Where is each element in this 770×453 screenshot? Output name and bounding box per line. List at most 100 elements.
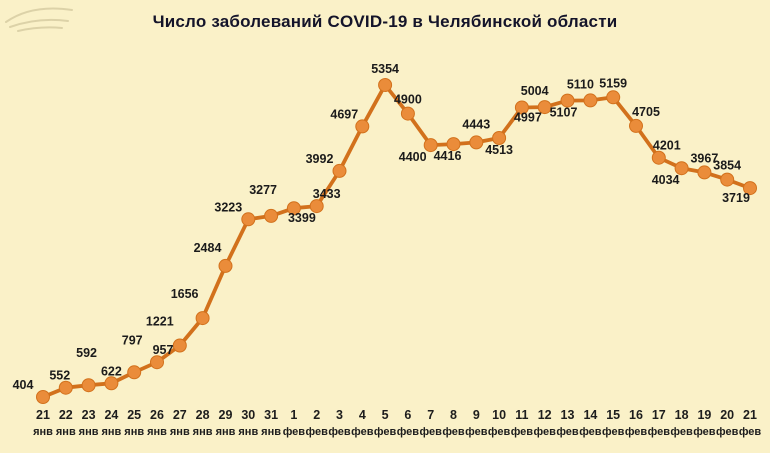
watermark-logo xyxy=(5,7,73,32)
x-axis-month-label: янв xyxy=(170,426,190,438)
x-axis-day-label: 23 xyxy=(82,408,96,422)
x-axis-day-label: 17 xyxy=(652,408,666,422)
x-axis-month-label: фев xyxy=(625,426,648,438)
data-point xyxy=(560,93,575,108)
data-point xyxy=(537,100,552,115)
data-label: 552 xyxy=(49,369,70,383)
x-axis-month-label: фев xyxy=(716,426,739,438)
x-axis-month-label: янв xyxy=(238,426,258,438)
data-label: 3854 xyxy=(713,159,741,173)
data-label: 4443 xyxy=(462,117,490,131)
data-label: 3433 xyxy=(313,187,341,201)
data-point xyxy=(469,135,484,150)
data-point xyxy=(651,150,666,165)
data-label: 404 xyxy=(13,378,34,392)
x-axis-day-label: 1 xyxy=(290,408,297,422)
x-axis-month-label: янв xyxy=(101,426,121,438)
x-axis-month-label: фев xyxy=(283,426,306,438)
x-axis-month-label: фев xyxy=(328,426,351,438)
x-axis-month-label: янв xyxy=(79,426,99,438)
x-axis-month-label: янв xyxy=(193,426,213,438)
data-point xyxy=(606,90,621,105)
x-axis-month-label: фев xyxy=(511,426,534,438)
x-axis-month-label: янв xyxy=(33,426,53,438)
data-point xyxy=(150,355,164,370)
data-point xyxy=(104,376,119,391)
x-axis-month-label: фев xyxy=(739,426,762,438)
x-axis-day-label: 14 xyxy=(583,408,597,422)
data-point xyxy=(81,378,96,393)
x-axis-month-label: фев xyxy=(693,426,716,438)
data-label: 4416 xyxy=(434,149,462,163)
x-axis-month-label: фев xyxy=(306,426,329,438)
data-label: 5354 xyxy=(371,62,399,76)
x-axis-day-label: 10 xyxy=(492,408,506,422)
x-axis-day-label: 8 xyxy=(450,408,457,422)
data-label: 4997 xyxy=(514,111,542,125)
x-axis-day-label: 28 xyxy=(196,408,210,422)
x-axis-month-label: фев xyxy=(648,426,671,438)
x-axis-day-label: 5 xyxy=(382,408,389,422)
x-axis-day-label: 29 xyxy=(219,408,233,422)
data-label: 3399 xyxy=(288,211,316,225)
x-axis-month-label: янв xyxy=(216,426,236,438)
data-point xyxy=(400,106,415,121)
x-axis-month-label: фев xyxy=(670,426,693,438)
data-label: 4034 xyxy=(652,173,680,187)
x-axis-month-label: фев xyxy=(556,426,579,438)
x-axis-month-label: фев xyxy=(351,426,374,438)
data-point xyxy=(423,138,438,153)
data-label: 592 xyxy=(76,346,97,360)
data-point xyxy=(674,161,689,176)
x-axis-month-label: фев xyxy=(488,426,511,438)
chart-title: Число заболеваний COVID-19 в Челябинской… xyxy=(152,12,618,31)
data-point xyxy=(355,119,370,134)
data-label: 3223 xyxy=(214,200,242,214)
data-point xyxy=(583,93,598,108)
data-label: 4201 xyxy=(653,139,681,153)
x-axis-day-label: 2 xyxy=(313,408,320,422)
x-axis-month-label: фев xyxy=(534,426,557,438)
data-label: 4697 xyxy=(330,107,358,121)
data-point xyxy=(629,118,643,133)
data-label: 622 xyxy=(101,364,122,378)
trend-line xyxy=(41,83,752,399)
data-label: 5110 xyxy=(567,77,594,91)
data-point xyxy=(286,201,301,216)
data-point xyxy=(218,258,233,273)
data-point xyxy=(697,165,712,180)
data-label: 1656 xyxy=(171,287,199,301)
x-axis-month-label: фев xyxy=(442,426,465,438)
data-label: 3277 xyxy=(249,183,277,197)
x-axis-day-label: 7 xyxy=(427,408,434,422)
data-point xyxy=(264,208,279,223)
data-label: 1221 xyxy=(146,315,174,329)
x-axis-month-label: фев xyxy=(420,426,443,438)
x-axis-day-label: 30 xyxy=(241,408,255,422)
x-axis-day-label: 12 xyxy=(538,408,552,422)
x-axis-day-label: 15 xyxy=(606,408,620,422)
x-axis-day-label: 26 xyxy=(150,408,164,422)
data-point xyxy=(58,380,73,395)
data-label: 4900 xyxy=(394,93,422,107)
x-axis-month-label: янв xyxy=(124,426,144,438)
data-label: 4400 xyxy=(399,150,427,164)
x-axis-day-label: 18 xyxy=(675,408,689,422)
data-label: 797 xyxy=(122,333,143,347)
x-axis-month-label: фев xyxy=(465,426,488,438)
data-point xyxy=(309,199,324,214)
x-axis-day-label: 22 xyxy=(59,408,73,422)
x-axis-month-label: фев xyxy=(602,426,625,438)
data-label: 3719 xyxy=(722,191,750,205)
data-label: 5107 xyxy=(550,106,578,120)
data-point xyxy=(241,212,256,227)
data-label: 957 xyxy=(153,343,174,357)
data-point xyxy=(720,172,735,187)
data-label: 5004 xyxy=(521,84,549,98)
x-axis-day-label: 11 xyxy=(515,408,528,422)
data-label: 4513 xyxy=(485,143,513,157)
x-axis-month-label: янв xyxy=(261,426,281,438)
data-point xyxy=(378,78,393,92)
